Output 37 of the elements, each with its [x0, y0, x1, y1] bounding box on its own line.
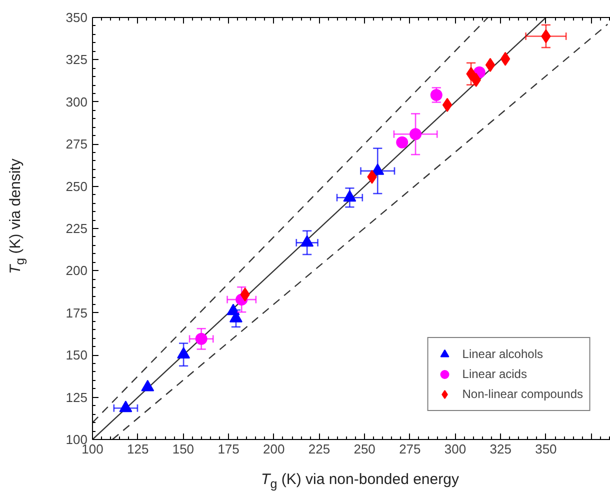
point: [141, 380, 154, 392]
point: [442, 98, 452, 112]
y-tick-label: 275: [66, 136, 88, 152]
x-tick-label: 325: [490, 442, 512, 456]
y-tick-label: 250: [66, 178, 88, 194]
x-tick-label: 300: [444, 442, 466, 456]
y-tick-label: 200: [66, 263, 88, 278]
x-axis-title: T$_{g}$ (K) via non-bonded energy: [260, 470, 460, 493]
legend-label: Non-linear compounds: [462, 387, 583, 401]
point: [343, 190, 356, 202]
x-tick-label: 150: [172, 442, 194, 456]
point: [300, 235, 314, 247]
y-tick-label: 300: [66, 94, 88, 110]
x-tick-label: 250: [354, 442, 376, 456]
y-tick-label: 175: [66, 305, 88, 320]
point: [485, 58, 496, 72]
y-tick-label: 350: [66, 10, 88, 25]
x-tick-label: 175: [218, 442, 240, 456]
point: [177, 347, 190, 359]
point: [500, 52, 510, 66]
y-tick-label: 125: [66, 390, 88, 405]
point: [195, 332, 208, 345]
point: [396, 136, 408, 148]
legend-label: Linear acids: [462, 367, 527, 381]
point: [371, 164, 384, 175]
x-tick-label: 350: [535, 442, 557, 456]
legend-label: Linear alcohols: [462, 347, 543, 361]
point: [240, 288, 250, 302]
point: [119, 400, 132, 412]
x-tick-label: 275: [399, 442, 421, 456]
y-tick-label: 150: [66, 348, 88, 363]
y-tick-label: 325: [66, 52, 88, 68]
x-tick-label: 200: [263, 442, 285, 456]
y-tick-label: 225: [66, 221, 88, 236]
x-tick-label: 125: [127, 442, 149, 456]
x-tick-label: 225: [308, 442, 330, 456]
point: [410, 128, 422, 140]
